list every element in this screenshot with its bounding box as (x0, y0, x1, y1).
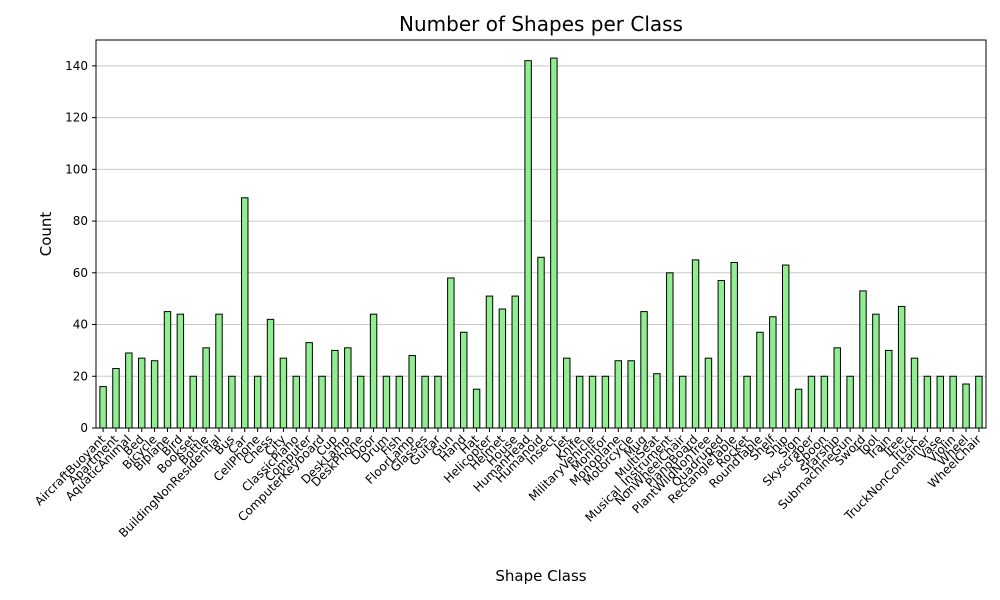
bar-bicycle (150, 360, 159, 429)
x-axis-label: Shape Class (495, 567, 586, 585)
bar-bed (138, 357, 146, 429)
bar-buildingnonresidential (215, 313, 223, 429)
bar-wheelchair (975, 375, 983, 429)
bar-door (369, 313, 378, 429)
bar-bus (228, 375, 236, 429)
bar-submachinegun (846, 375, 854, 429)
bar-quadruped (717, 280, 726, 429)
bar-chess (266, 318, 275, 429)
bar-pianoboard (691, 259, 700, 429)
bar-aircraftbuoyant (99, 386, 107, 429)
bar-multiseat (653, 373, 661, 429)
bar-gun (447, 277, 455, 429)
chart-title: Number of Shapes per Class (399, 12, 683, 36)
bar-musical-instrument (666, 272, 674, 429)
bar-roundtable (756, 331, 764, 429)
bar-insect (550, 57, 558, 429)
bar-bookset (189, 375, 197, 429)
bar-rocket (743, 375, 751, 429)
bar-glasses (421, 375, 429, 429)
bar-militaryvehicle (588, 375, 597, 429)
y-tick-label: 60 (73, 266, 88, 280)
bar-computerkeyboard (318, 375, 326, 429)
bar-spoon (820, 375, 829, 429)
bar-motorcycle (627, 360, 635, 429)
bar-tool (872, 313, 880, 429)
bar-ship (781, 264, 790, 429)
bar-mug (640, 311, 648, 429)
bar-classicpiano (292, 375, 301, 429)
bar-starship (833, 347, 841, 429)
bar-fish (395, 375, 404, 429)
bar-desklamp (344, 347, 352, 429)
bar-tree (897, 305, 906, 429)
y-axis-label: Count (37, 212, 55, 257)
bar-computer (305, 342, 313, 429)
bar-helicopter (485, 295, 494, 429)
bars (99, 57, 983, 429)
y-tick-label: 140 (65, 59, 88, 73)
bar-nonwheelchair (678, 375, 687, 429)
bar-knife (575, 375, 584, 429)
bar-humanoid (537, 256, 545, 429)
bar-city (279, 357, 288, 429)
bar-aquaticanimal (125, 352, 133, 429)
bar-trucknoncontainer (923, 375, 932, 429)
bar-plantwildnontree (704, 357, 713, 429)
bar-vase (936, 375, 944, 429)
bar-cup (331, 349, 339, 429)
bar-biplane (163, 311, 172, 429)
bar-car (241, 197, 249, 429)
bar-train (885, 349, 893, 429)
bar-hand (460, 331, 468, 429)
y-tick-label: 0 (80, 421, 88, 435)
bar-cellphone (253, 375, 262, 429)
bar-jet (563, 357, 571, 429)
bar-sign (794, 388, 803, 429)
y-tick-label: 80 (73, 214, 88, 228)
bar-humanhead (524, 60, 532, 429)
bar-shelf (769, 316, 777, 429)
bar-deskphone (356, 375, 365, 429)
bar-violin (949, 375, 957, 429)
y-tick-label: 40 (73, 318, 88, 332)
bar-sword (859, 290, 867, 429)
y-tick-label: 120 (65, 111, 88, 125)
bar-bird (176, 313, 185, 429)
bar-apartment (112, 368, 120, 429)
bar-hat (472, 388, 481, 429)
bar-truck (910, 357, 919, 429)
bar-monitor (601, 375, 610, 429)
bar-drum (382, 375, 391, 429)
bar-bottle (202, 347, 210, 429)
bar-guitar (434, 375, 442, 429)
bar-house (511, 295, 519, 429)
y-axis-ticks: 0 20 40 60 80 100 120 140 (65, 59, 96, 435)
bar-rectangletable (730, 261, 738, 429)
y-tick-label: 20 (73, 369, 88, 383)
bar-helmet (498, 308, 507, 429)
bar-monoplane (614, 360, 622, 429)
bar-floorlamp (408, 355, 416, 429)
bar-wheel (962, 383, 970, 429)
y-tick-label: 100 (65, 162, 88, 176)
bar-skyscraper (807, 375, 816, 429)
